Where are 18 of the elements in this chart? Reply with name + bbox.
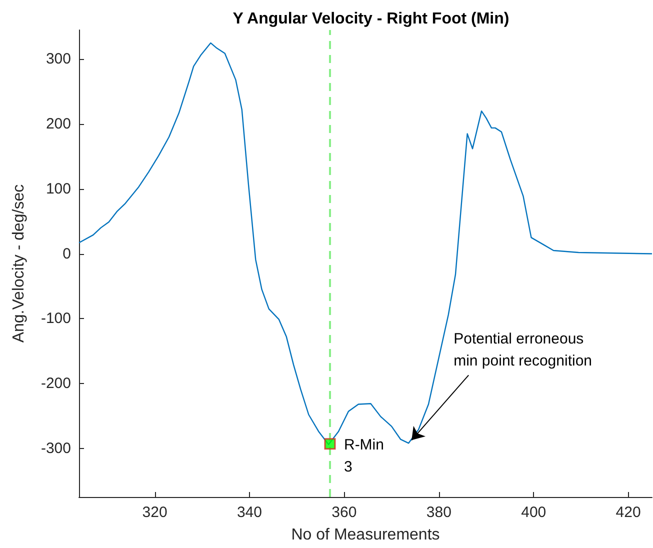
x-tick-label: 340	[236, 504, 262, 521]
y-tick-label: -200	[40, 374, 71, 392]
y-tick-label: 0	[62, 245, 71, 262]
y-tick-label: -300	[40, 440, 71, 457]
y-tick-label: 100	[46, 180, 71, 198]
chart-title: Y Angular Velocity - Right Foot (Min)	[232, 10, 510, 28]
y-axis-title: Ang.Velocity - deg/sec	[10, 184, 28, 343]
y-tick-label: 200	[46, 116, 71, 133]
y-tick-label: 300	[46, 50, 71, 68]
x-tick-label: 360	[332, 504, 357, 521]
x-tick-label: 380	[426, 504, 452, 521]
x-axis-title: No of Measurements	[291, 526, 440, 544]
x-tick-label: 420	[616, 504, 641, 521]
annotation: R-Min 3	[344, 436, 384, 476]
x-tick-label: 400	[521, 504, 546, 521]
y-tick-label: -100	[40, 310, 71, 328]
annotation: Potential erroneous min point recognition	[454, 330, 592, 370]
x-tick-label: 320	[142, 504, 168, 521]
